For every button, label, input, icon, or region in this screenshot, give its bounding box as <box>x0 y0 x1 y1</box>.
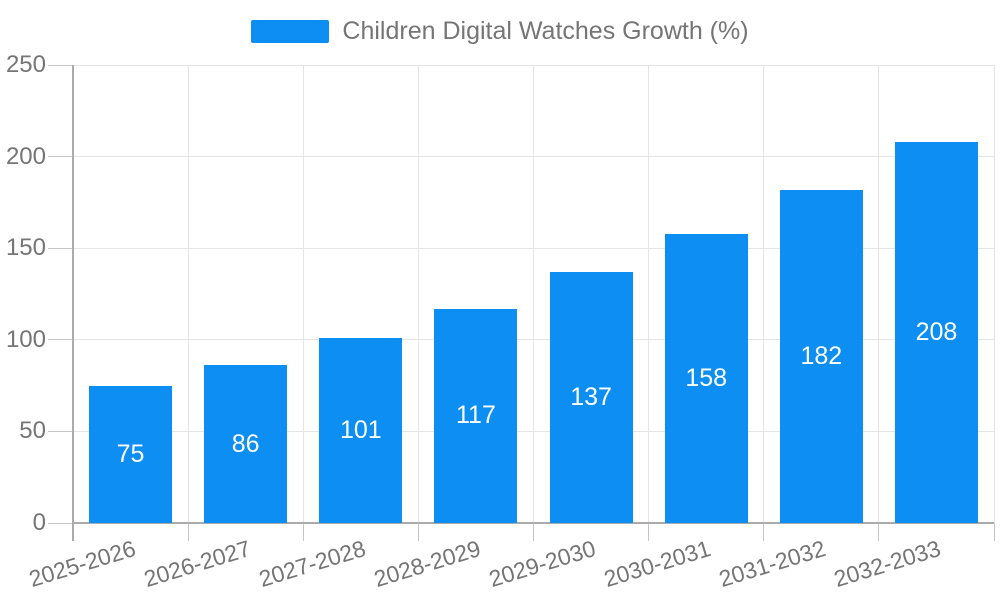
x-axis-label: 2029-2030 <box>485 535 599 593</box>
y-axis-tick-label: 0 <box>32 509 46 536</box>
gridline-vertical <box>187 65 189 523</box>
legend-swatch-icon <box>251 20 330 43</box>
x-axis-label: 2030-2031 <box>600 535 714 593</box>
bar[interactable]: 86 <box>204 365 288 523</box>
bar[interactable]: 208 <box>894 141 978 523</box>
bar-value-label: 137 <box>570 383 612 411</box>
y-axis-tick-label: 100 <box>5 325 46 353</box>
bar-value-label: 117 <box>456 401 496 430</box>
y-axis-tick-label: 250 <box>5 51 46 78</box>
x-axis-label: 2027-2028 <box>255 535 369 593</box>
x-axis-tick <box>878 523 880 541</box>
gridline-vertical <box>417 65 419 523</box>
y-axis-tick <box>48 156 73 158</box>
bar-value-label: 101 <box>339 415 382 444</box>
x-axis-tick <box>648 523 650 541</box>
gridline-vertical <box>302 65 304 523</box>
plot-area: 0 50 100 150 200 250 75 86 101 117 137 158 182 208 202… <box>6 51 995 592</box>
y-axis-tick-label: 150 <box>5 234 46 262</box>
gridline-vertical <box>533 65 534 523</box>
bar[interactable]: 75 <box>89 385 173 523</box>
y-axis-tick <box>48 64 73 66</box>
y-axis-tick <box>48 339 73 341</box>
gridline-vertical <box>993 65 995 523</box>
bar[interactable]: 158 <box>664 233 748 523</box>
y-axis-tick <box>48 247 73 249</box>
bar[interactable]: 137 <box>549 272 633 523</box>
gridline-vertical <box>878 65 880 523</box>
gridline-vertical <box>648 65 650 523</box>
bar[interactable]: 101 <box>319 337 403 523</box>
bar-value-label: 86 <box>231 429 260 458</box>
bar[interactable]: 182 <box>779 189 863 523</box>
legend-label: Children Digital Watches Growth (%) <box>342 17 749 45</box>
y-axis-tick-label: 50 <box>19 417 46 445</box>
x-axis-tick <box>187 523 189 541</box>
bar-value-label: 208 <box>915 317 958 346</box>
x-axis-line <box>73 522 994 524</box>
x-axis-tick <box>533 523 534 541</box>
x-axis-tick <box>417 523 419 541</box>
legend[interactable]: Children Digital Watches Growth (%) <box>0 19 1000 44</box>
gridline-vertical <box>763 65 765 523</box>
y-axis-line <box>72 65 74 541</box>
bar-value-label: 158 <box>685 363 728 392</box>
x-axis-label: 2028-2029 <box>370 535 484 593</box>
x-axis-label: 2031-2032 <box>716 535 829 593</box>
x-axis-tick <box>763 523 765 541</box>
bar[interactable]: 117 <box>434 308 518 523</box>
x-axis-tick <box>993 523 995 541</box>
bar-value-label: 75 <box>116 439 145 468</box>
x-axis-tick <box>302 523 304 541</box>
x-axis-label: 2032-2033 <box>831 535 945 593</box>
y-axis-tick <box>48 522 73 524</box>
x-axis-label: 2025-2026 <box>25 535 139 593</box>
bar-value-label: 182 <box>800 341 843 370</box>
x-axis-label: 2026-2027 <box>140 535 254 593</box>
y-axis-tick-label: 200 <box>5 142 46 170</box>
y-axis-tick <box>48 430 73 432</box>
